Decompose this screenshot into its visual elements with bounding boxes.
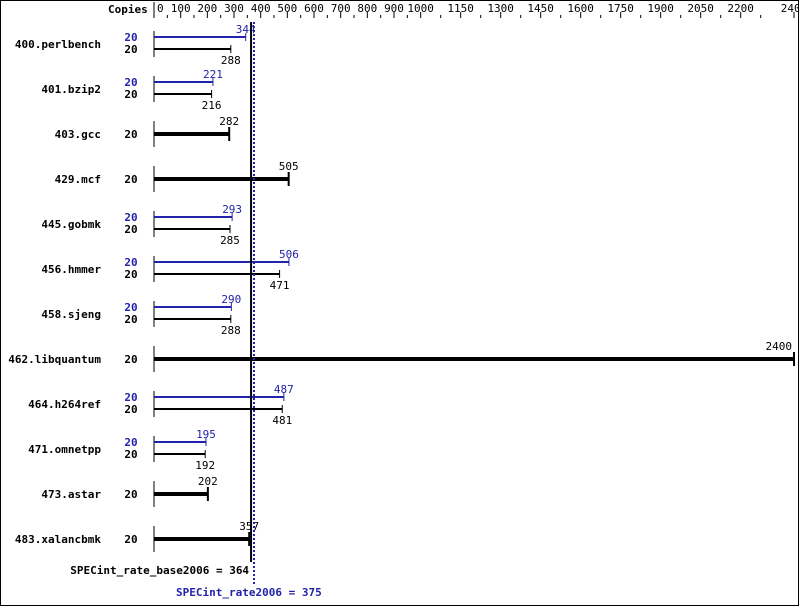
base-copies: 20: [124, 403, 137, 416]
peak-summary-label: SPECint_rate2006 = 375: [176, 586, 322, 599]
benchmark-row: 429.mcf 20 505: [55, 160, 299, 192]
base-copies: 20: [124, 268, 137, 281]
tick-label: 600: [304, 2, 324, 15]
peak-copies: 20: [124, 256, 137, 269]
benchmark-name: 464.h264ref: [28, 398, 101, 411]
tick-label: 1000: [407, 2, 434, 15]
tick-label: 900: [384, 2, 404, 15]
peak-value: 290: [221, 293, 241, 306]
base-value: 481: [272, 414, 292, 427]
peak-value: 506: [279, 248, 299, 261]
tick-label: 1600: [567, 2, 594, 15]
tick-label: 200: [197, 2, 217, 15]
tick-label: 2050: [687, 2, 714, 15]
benchmark-name: 473.astar: [41, 488, 101, 501]
benchmark-row: 403.gcc 20 282: [55, 115, 239, 147]
tick-label: 1750: [607, 2, 634, 15]
base-copies: 20: [124, 43, 137, 56]
base-copies: 20: [124, 173, 137, 186]
peak-copies: 20: [124, 391, 137, 404]
base-summary-label: SPECint_rate_base2006 = 364: [70, 564, 249, 577]
base-value: 202: [198, 475, 218, 488]
base-copies: 20: [124, 128, 137, 141]
copies-header: Copies: [108, 3, 148, 16]
base-copies: 20: [124, 88, 137, 101]
peak-value: 487: [274, 383, 294, 396]
peak-copies: 20: [124, 436, 137, 449]
base-value: 357: [239, 520, 259, 533]
tick-label: 1300: [487, 2, 514, 15]
base-copies: 20: [124, 448, 137, 461]
peak-value: 293: [222, 203, 242, 216]
benchmark-name: 401.bzip2: [41, 83, 101, 96]
tick-label: 0: [157, 2, 164, 15]
base-value: 282: [219, 115, 239, 128]
peak-copies: 20: [124, 301, 137, 314]
benchmark-row: 462.libquantum 20 2400: [8, 340, 795, 372]
tick-label: 800: [357, 2, 377, 15]
tick-label: 1450: [527, 2, 554, 15]
tick-label: 1900: [647, 2, 674, 15]
benchmark-name: 483.xalancbmk: [15, 533, 101, 546]
base-value: 288: [221, 54, 241, 67]
base-value: 288: [221, 324, 241, 337]
base-value: 192: [195, 459, 215, 472]
tick-label: 500: [277, 2, 297, 15]
benchmark-name: 471.omnetpp: [28, 443, 101, 456]
base-copies: 20: [124, 353, 137, 366]
base-copies: 20: [124, 533, 137, 546]
base-value: 285: [220, 234, 240, 247]
benchmark-name: 458.sjeng: [41, 308, 101, 321]
tick-label: 100: [171, 2, 191, 15]
peak-value: 195: [196, 428, 216, 441]
base-value: 471: [270, 279, 290, 292]
benchmark-name: 445.gobmk: [41, 218, 101, 231]
peak-copies: 20: [124, 76, 137, 89]
base-value: 2400: [766, 340, 793, 353]
benchmark-name: 400.perlbench: [15, 38, 101, 51]
tick-label: 300: [224, 2, 244, 15]
benchmark-name: 429.mcf: [55, 173, 101, 186]
base-value: 505: [279, 160, 299, 173]
benchmark-row: 473.astar 20 202: [41, 475, 218, 507]
tick-label: 400: [251, 2, 271, 15]
benchmark-name: 462.libquantum: [8, 353, 101, 366]
tick-label: 700: [331, 2, 351, 15]
peak-copies: 20: [124, 211, 137, 224]
base-copies: 20: [124, 313, 137, 326]
tick-label: 2200: [727, 2, 754, 15]
base-value: 216: [202, 99, 222, 112]
benchmark-name: 456.hmmer: [41, 263, 101, 276]
benchmark-name: 403.gcc: [55, 128, 101, 141]
base-copies: 20: [124, 223, 137, 236]
tick-label: 1150: [447, 2, 474, 15]
peak-value: 221: [203, 68, 223, 81]
tick-label: 2400: [781, 2, 799, 15]
base-copies: 20: [124, 488, 137, 501]
peak-copies: 20: [124, 31, 137, 44]
